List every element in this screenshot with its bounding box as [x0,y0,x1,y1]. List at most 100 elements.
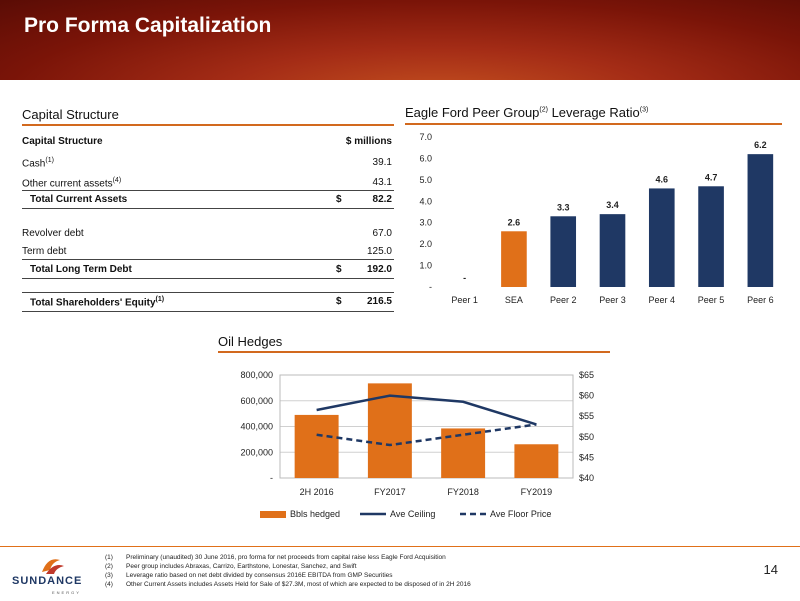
oil-hedges-title: Oil Hedges [218,334,283,349]
x-tick-label: Peer 4 [649,295,676,305]
leverage-bar [550,216,577,287]
leverage-bar [648,188,675,287]
leverage-bar [501,231,527,287]
leverage-bar [747,154,774,287]
oil-hedges-chart: - 200,000 400,000 600,000 800,000 $40 $45 $50 $5… [240,370,594,519]
y-tick-label: 7.0 [419,132,432,142]
table-divider [22,208,394,209]
leverage-bar [698,186,724,287]
table-divider [22,311,394,312]
capital-structure-underline [22,124,394,126]
sundance-logo: SUNDANCE ENERGY [8,552,100,596]
y-tick-label: 6.0 [419,153,432,163]
page-title: Pro Forma Capitalization [24,14,272,37]
footnote-number: (2) [105,563,113,570]
y-right-tick-label: $65 [579,370,594,380]
x-tick-label: FY2019 [521,487,553,497]
hedge-volume-bar [294,414,339,478]
table-row-value: 125.0 [366,246,392,257]
oil-hedges-underline [218,351,610,353]
leverage-bar [599,214,626,287]
logo-subtext: ENERGY [52,590,81,595]
table-col-label: Capital Structure [22,136,103,147]
table-col-units: $ millions [345,136,392,147]
table-row-label: Total Long Term Debt [30,264,132,275]
footnote-number: (3) [105,572,113,579]
x-tick-label: Peer 5 [698,295,725,305]
bar-data-label: 3.4 [606,200,619,210]
plot-area-frame [279,374,574,479]
footnote-number: (1) [105,554,113,561]
x-tick-label: FY2018 [447,487,479,497]
bar-data-label: 4.7 [705,172,718,182]
table-row-label: Other current assets(4) [22,177,122,190]
x-tick-label: FY2017 [374,487,406,497]
table-row-value: 43.1 [372,177,392,188]
footnote-text: Other Current Assets includes Assets Hel… [126,581,471,588]
legend-label: Ave Ceiling [390,509,435,519]
legend-label: Bbls hedged [290,509,340,519]
bar-data-label: - [463,273,466,283]
legend-swatch-bbls [260,511,286,518]
table-row-value: 192.0 [366,264,392,275]
table-row-dollar: $ [336,264,342,275]
x-tick-label: Peer 3 [599,295,626,305]
ave-ceiling-line [316,394,537,426]
table-row-value: 67.0 [372,228,392,239]
y-left-tick-label: 400,000 [240,422,273,432]
y-left-tick-label: 600,000 [240,396,273,406]
y-left-tick-label: 200,000 [240,447,273,457]
leverage-chart-title: Eagle Ford Peer Group(2) Leverage Ratio(… [405,105,649,120]
ave-floor-line [316,423,537,447]
table-divider [22,292,394,293]
y-right-tick-label: $55 [579,411,594,421]
table-divider [22,259,394,260]
footnote-text: Preliminary (unaudited) 30 June 2016, pr… [126,554,446,561]
x-tick-label: Peer 1 [451,295,478,305]
footnote-text: Leverage ratio based on net debt divided… [126,572,393,579]
footnote-number: (4) [105,581,113,588]
y-right-tick-label: $50 [579,432,594,442]
page-number: 14 [763,562,778,577]
hedge-volume-bar [514,444,559,478]
leverage-ratio-chart: - 1.0 2.0 3.0 4.0 5.0 6.0 7.0 - Peer 1 2.6 SEA 3.3 Pe… [419,132,774,305]
table-row-label: Term debt [22,246,67,257]
x-tick-label: SEA [505,295,523,305]
y-left-tick-label: 800,000 [240,370,273,380]
sun-logo-icon [42,559,64,574]
table-row-label: Cash(1) [22,157,54,170]
leverage-chart-underline [405,123,782,125]
table-row-label: Total Shareholders' Equity(1) [30,296,165,309]
x-tick-label: Peer 2 [550,295,577,305]
y-tick-label: 2.0 [419,239,432,249]
capital-structure-title: Capital Structure [22,107,119,122]
y-tick-label: 1.0 [419,261,432,271]
table-row-dollar: $ [336,296,342,307]
x-tick-label: 2H 2016 [300,487,334,497]
table-divider [22,190,394,191]
table-row-value: 39.1 [372,157,392,168]
table-divider [22,278,394,279]
y-tick-label: 3.0 [419,218,432,228]
y-tick-label: 5.0 [419,175,432,185]
y-tick-label: - [429,282,432,292]
table-row-value: 216.5 [366,296,392,307]
y-tick-label: 4.0 [419,196,432,206]
bar-data-label: 2.6 [508,217,521,227]
table-row-label: Revolver debt [22,228,84,239]
bar-data-label: 3.3 [557,202,570,212]
bar-data-label: 6.2 [754,140,767,150]
table-row-label: Total Current Assets [30,194,128,205]
footer-divider [0,546,800,547]
logo-wordmark: SUNDANCE [12,575,83,587]
table-row-value: 82.2 [372,194,392,205]
y-left-tick-label: - [270,473,273,483]
footnote-text: Peer group includes Abraxas, Carrizo, Ea… [126,563,357,570]
y-right-tick-label: $40 [579,473,594,483]
bar-data-label: 4.6 [656,174,669,184]
legend-label: Ave Floor Price [490,509,551,519]
y-right-tick-label: $45 [579,452,594,462]
x-tick-label: Peer 6 [747,295,774,305]
table-row-dollar: $ [336,194,342,205]
header-banner: Pro Forma Capitalization [0,0,800,80]
